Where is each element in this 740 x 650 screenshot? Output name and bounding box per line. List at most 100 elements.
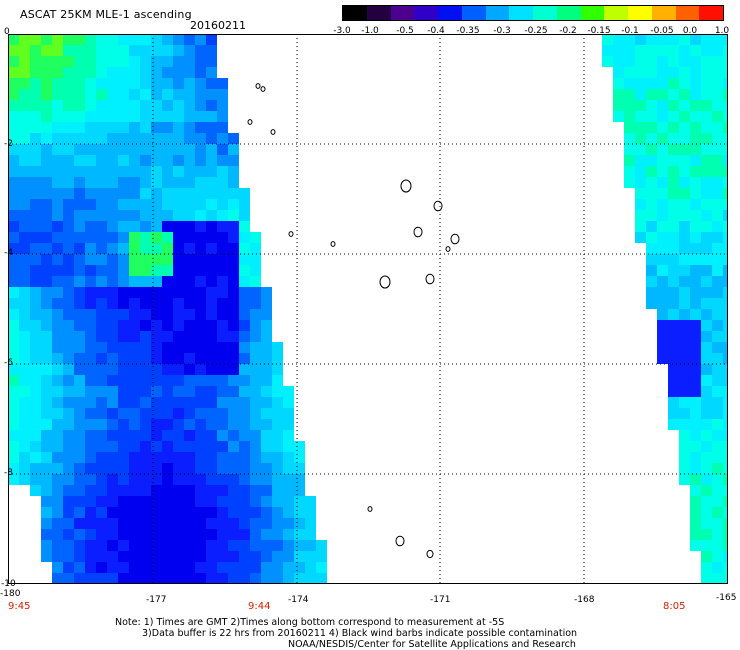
wind-cell [624, 56, 635, 67]
wind-cell [195, 89, 206, 100]
wind-cell [140, 375, 151, 386]
wind-cell [30, 188, 41, 199]
wind-cell [679, 78, 690, 89]
wind-cell [668, 166, 679, 177]
wind-cell [712, 463, 723, 474]
wind-cell [140, 364, 151, 375]
wind-cell [129, 155, 140, 166]
wind-cell [96, 45, 107, 56]
wind-cell [679, 320, 690, 331]
wind-cell [129, 309, 140, 320]
wind-cell [41, 342, 52, 353]
colorbar-segment [556, 6, 581, 20]
wind-cell [272, 507, 283, 518]
wind-cell [8, 474, 19, 485]
wind-cell [657, 133, 668, 144]
wind-cell [151, 166, 162, 177]
wind-cell [239, 463, 250, 474]
wind-cell [217, 485, 228, 496]
wind-cell [206, 287, 217, 298]
wind-cell [85, 232, 96, 243]
wind-cell [41, 199, 52, 210]
wind-cell [712, 364, 723, 375]
wind-cell [30, 430, 41, 441]
wind-cell [30, 199, 41, 210]
wind-cell [228, 276, 239, 287]
wind-cell [701, 408, 712, 419]
wind-cell [217, 265, 228, 276]
wind-cell [679, 342, 690, 353]
wind-cell [668, 100, 679, 111]
wind-cell [657, 155, 668, 166]
colorbar-tick-label: -0.3 [493, 26, 511, 36]
wind-cell [74, 199, 85, 210]
pass-time-left: 9:45 [8, 601, 31, 612]
wind-cell [657, 342, 668, 353]
wind-cell [74, 375, 85, 386]
wind-cell [646, 221, 657, 232]
wind-cell [96, 485, 107, 496]
wind-cell [162, 452, 173, 463]
wind-cell [30, 485, 41, 496]
wind-cell [184, 397, 195, 408]
wind-cell [85, 573, 96, 584]
wind-cell [250, 276, 261, 287]
wind-cell [151, 276, 162, 287]
wind-cell [690, 419, 701, 430]
wind-cell [30, 89, 41, 100]
wind-cell [129, 177, 140, 188]
wind-cell [8, 309, 19, 320]
wind-cell [74, 386, 85, 397]
wind-cell [140, 518, 151, 529]
wind-cell [217, 397, 228, 408]
wind-cell [217, 221, 228, 232]
wind-cell [712, 309, 723, 320]
wind-cell [85, 111, 96, 122]
wind-cell [107, 342, 118, 353]
wind-cell [712, 89, 723, 100]
wind-cell [8, 463, 19, 474]
wind-cell [712, 254, 723, 265]
wind-cell [41, 287, 52, 298]
wind-cell [206, 551, 217, 562]
wind-cell [8, 34, 19, 45]
wind-cell [261, 353, 272, 364]
wind-cell [162, 408, 173, 419]
wind-cell [162, 232, 173, 243]
wind-cell [8, 188, 19, 199]
wind-cell [195, 155, 206, 166]
wind-cell [723, 529, 728, 540]
wind-cell [74, 562, 85, 573]
wind-cell [118, 232, 129, 243]
wind-cell [129, 353, 140, 364]
wind-cell [657, 111, 668, 122]
wind-cell [184, 551, 195, 562]
wind-cell [690, 540, 701, 551]
wind-cell [162, 221, 173, 232]
wind-cell [162, 45, 173, 56]
wind-cell [96, 408, 107, 419]
wind-cell [679, 298, 690, 309]
wind-cell [140, 210, 151, 221]
wind-cell [679, 474, 690, 485]
wind-cell [85, 254, 96, 265]
wind-cell [52, 320, 63, 331]
wind-cell [679, 397, 690, 408]
wind-cell [239, 353, 250, 364]
island-outline [395, 535, 405, 547]
wind-cell [668, 221, 679, 232]
wind-cell [239, 375, 250, 386]
wind-cell [41, 34, 52, 45]
wind-cell [63, 45, 74, 56]
wind-cell [712, 485, 723, 496]
wind-cell [712, 342, 723, 353]
wind-cell [195, 441, 206, 452]
wind-cell [206, 452, 217, 463]
wind-cell [19, 232, 30, 243]
wind-cell [85, 540, 96, 551]
lat-label-0: 0 [4, 27, 10, 37]
wind-cell [635, 188, 646, 199]
wind-cell [8, 408, 19, 419]
wind-cell [30, 331, 41, 342]
wind-cell [294, 485, 305, 496]
